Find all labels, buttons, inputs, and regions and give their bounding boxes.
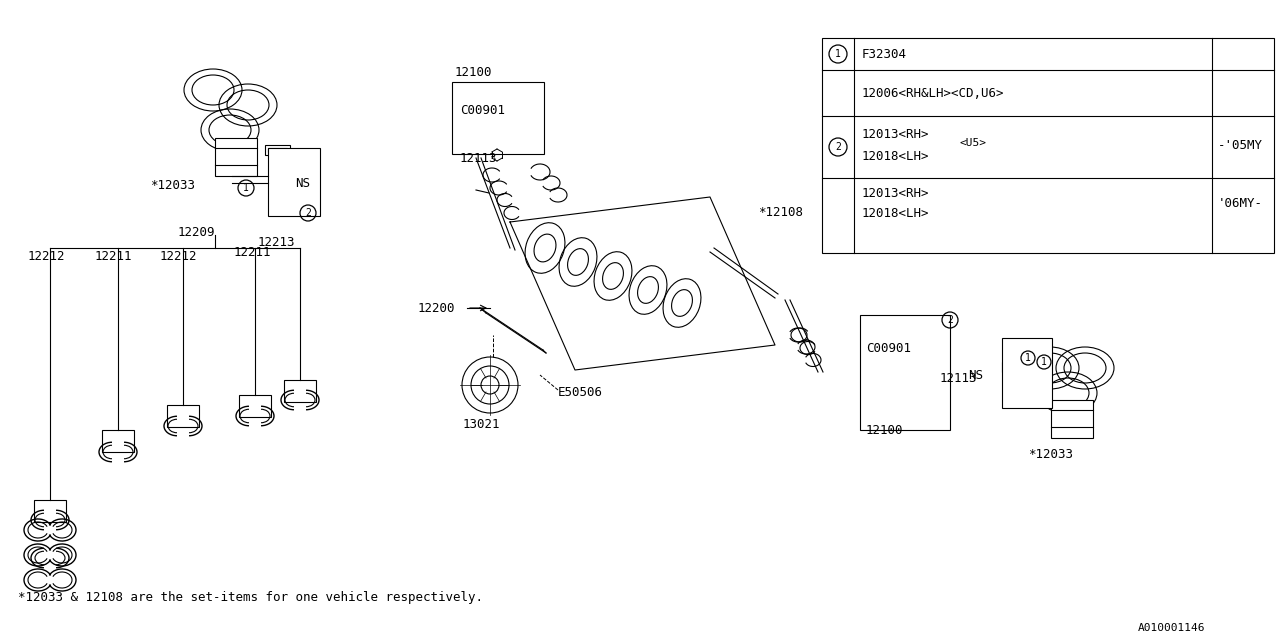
Bar [102, 430, 134, 452]
Text: 12100: 12100 [454, 65, 493, 79]
Text: *12108: *12108 [758, 205, 803, 218]
Bar [1002, 362, 1027, 372]
Bar [1051, 400, 1093, 438]
Text: C00901: C00901 [867, 342, 911, 355]
Text: 13021: 13021 [463, 419, 500, 431]
Text: 12100: 12100 [867, 424, 904, 436]
Text: 12013<RH>: 12013<RH> [861, 186, 929, 200]
Text: 12213: 12213 [259, 236, 296, 248]
Text: NS: NS [294, 177, 310, 189]
Bar [239, 395, 271, 417]
Text: 1: 1 [1041, 357, 1047, 367]
Text: F32304: F32304 [861, 47, 908, 61]
Text: 2: 2 [305, 208, 311, 218]
Bar [268, 148, 320, 216]
Bar [1002, 338, 1052, 408]
Text: 2: 2 [947, 315, 952, 325]
Text: 1: 1 [835, 49, 841, 59]
Bar [265, 145, 291, 155]
Text: NS: NS [968, 369, 983, 381]
Text: A010001146: A010001146 [1138, 623, 1206, 633]
Text: '06MY-: '06MY- [1219, 196, 1263, 209]
Text: 12212: 12212 [28, 250, 65, 262]
Text: -'05MY: -'05MY [1219, 138, 1263, 152]
Text: 12212: 12212 [160, 250, 197, 262]
Text: C00901: C00901 [460, 104, 506, 116]
Bar [166, 405, 198, 427]
Bar [268, 148, 287, 152]
Text: 12211: 12211 [234, 246, 271, 259]
Text: 12018<LH>: 12018<LH> [861, 150, 929, 163]
Text: 12013<RH>: 12013<RH> [861, 127, 929, 141]
Text: 1: 1 [243, 183, 248, 193]
Text: 1: 1 [1025, 353, 1030, 363]
Bar [215, 138, 257, 176]
Text: 12006<RH&LH><CD,U6>: 12006<RH&LH><CD,U6> [861, 86, 1005, 99]
Text: 12211: 12211 [95, 250, 133, 262]
Text: *12033: *12033 [1028, 449, 1073, 461]
Bar [860, 315, 950, 430]
Bar [822, 38, 1274, 253]
Text: 2: 2 [835, 142, 841, 152]
Text: <U5>: <U5> [959, 138, 986, 148]
Bar [284, 380, 316, 402]
Text: 12200: 12200 [419, 301, 456, 314]
Bar [35, 500, 67, 522]
Text: *12033 & 12108 are the set-items for one vehicle respectively.: *12033 & 12108 are the set-items for one… [18, 591, 483, 604]
Bar [452, 82, 544, 154]
Text: 12018<LH>: 12018<LH> [861, 207, 929, 220]
Text: *12033: *12033 [150, 179, 195, 191]
Text: 12113: 12113 [940, 371, 978, 385]
Text: 12113: 12113 [460, 152, 498, 164]
Text: E50506: E50506 [558, 387, 603, 399]
Text: 12209: 12209 [178, 225, 215, 239]
